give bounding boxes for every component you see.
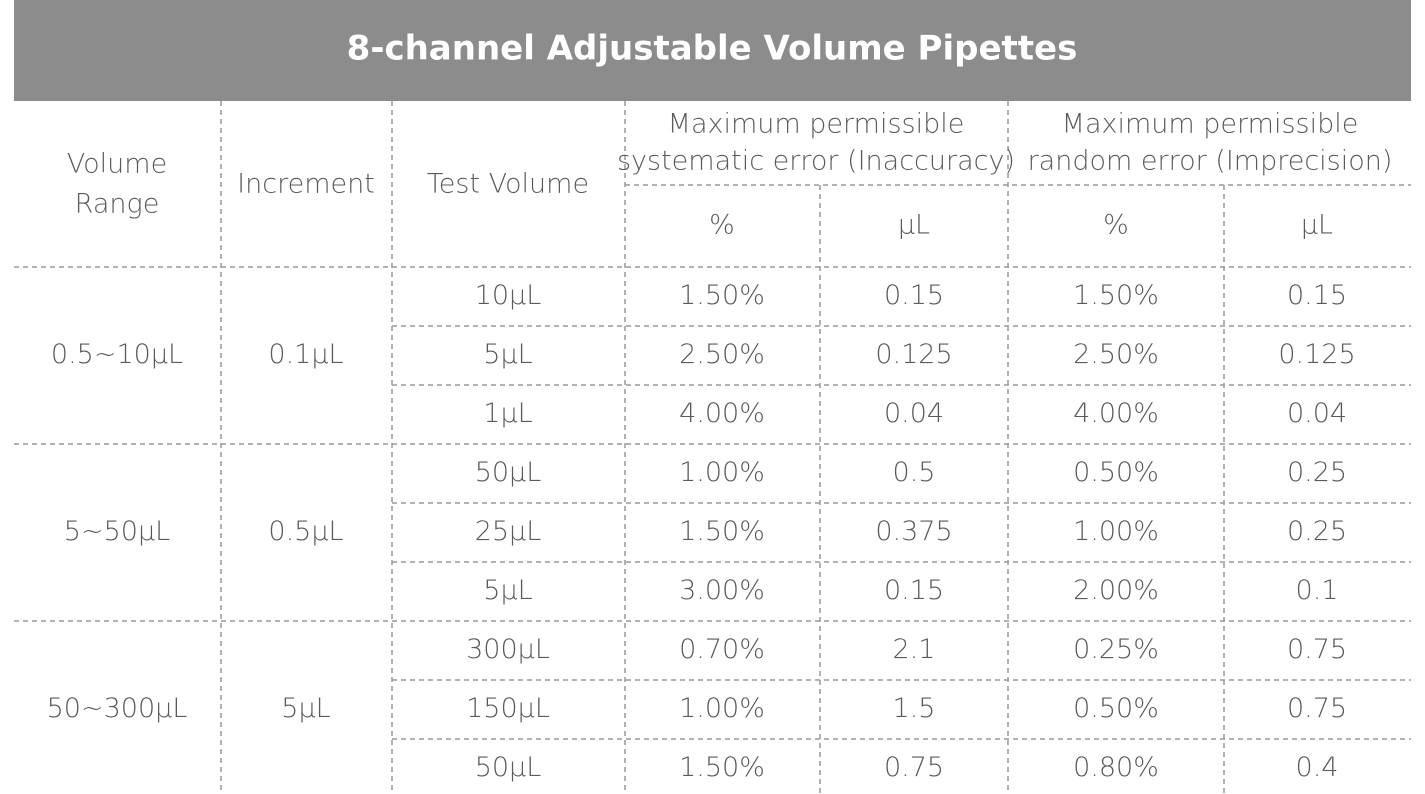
cell: 0.375 <box>875 516 952 547</box>
cell: 50μL <box>475 457 542 488</box>
header-cell: Volume <box>67 149 167 180</box>
cell: 4.00% <box>1073 398 1159 429</box>
cell: 1μL <box>483 398 532 429</box>
header-cell: % <box>709 210 735 241</box>
cell: 1.00% <box>679 693 765 724</box>
cell: 5μL <box>483 339 532 370</box>
title-bar <box>14 0 1411 101</box>
header-cell: Maximum permissible <box>1062 109 1359 140</box>
cell: 0.15 <box>1287 280 1347 311</box>
cell: 0.75 <box>1287 634 1347 665</box>
cell: 25μL <box>475 516 542 547</box>
cell: 0.25 <box>1287 457 1347 488</box>
cell: 1.50% <box>1073 280 1159 311</box>
header-cell: systematic error (Inaccuracy) <box>617 146 1015 177</box>
cell: 0.125 <box>1278 339 1355 370</box>
cell: 0.15 <box>884 280 944 311</box>
cell: 0.125 <box>875 339 952 370</box>
header-cell: Maximum permissible <box>668 109 965 140</box>
cell: 2.50% <box>679 339 765 370</box>
range-cell: 50~300μL <box>47 693 188 724</box>
title: 8-channel Adjustable Volume Pipettes <box>347 29 1078 69</box>
increment-cell: 0.5μL <box>268 516 343 547</box>
cell: 150μL <box>466 693 550 724</box>
cell: 5μL <box>483 575 532 606</box>
cell: 0.04 <box>1287 398 1347 429</box>
cell: 0.25% <box>1073 634 1159 665</box>
header-cell: μL <box>898 210 930 241</box>
cell: 1.00% <box>1073 516 1159 547</box>
range-cell: 5~50μL <box>64 516 170 547</box>
cell: 2.50% <box>1073 339 1159 370</box>
cell: 0.1 <box>1296 575 1339 606</box>
cell: 50μL <box>475 752 542 783</box>
cell: 2.00% <box>1073 575 1159 606</box>
cell: 0.70% <box>679 634 765 665</box>
cell: 0.50% <box>1073 693 1159 724</box>
grid <box>14 101 1411 794</box>
cell: 300μL <box>466 634 550 665</box>
cell: 4.00% <box>679 398 765 429</box>
header-cell: Increment <box>237 169 375 200</box>
cell: 0.4 <box>1296 752 1339 783</box>
cell: 1.00% <box>679 457 765 488</box>
cell: 0.75 <box>1287 693 1347 724</box>
cell: 0.04 <box>884 398 944 429</box>
header-cell: μL <box>1301 210 1333 241</box>
cell: 0.50% <box>1073 457 1159 488</box>
cell: 1.50% <box>679 280 765 311</box>
cell: 1.50% <box>679 516 765 547</box>
cell: 0.5 <box>893 457 936 488</box>
cell: 1.50% <box>679 752 765 783</box>
cell: 0.25 <box>1287 516 1347 547</box>
cell: 0.15 <box>884 575 944 606</box>
cell: 1.5 <box>893 693 936 724</box>
header-cell: Range <box>75 189 160 220</box>
cell: 10μL <box>475 280 542 311</box>
cell: 0.75 <box>884 752 944 783</box>
header-cell: % <box>1103 210 1129 241</box>
cell: 2.1 <box>893 634 936 665</box>
increment-cell: 0.1μL <box>268 339 343 370</box>
header-cell: Test Volume <box>427 169 589 200</box>
range-cell: 0.5~10μL <box>51 339 183 370</box>
increment-cell: 5μL <box>281 693 330 724</box>
cell: 0.80% <box>1073 752 1159 783</box>
header-cell: random error (Imprecision) <box>1028 146 1393 177</box>
cell: 3.00% <box>679 575 765 606</box>
